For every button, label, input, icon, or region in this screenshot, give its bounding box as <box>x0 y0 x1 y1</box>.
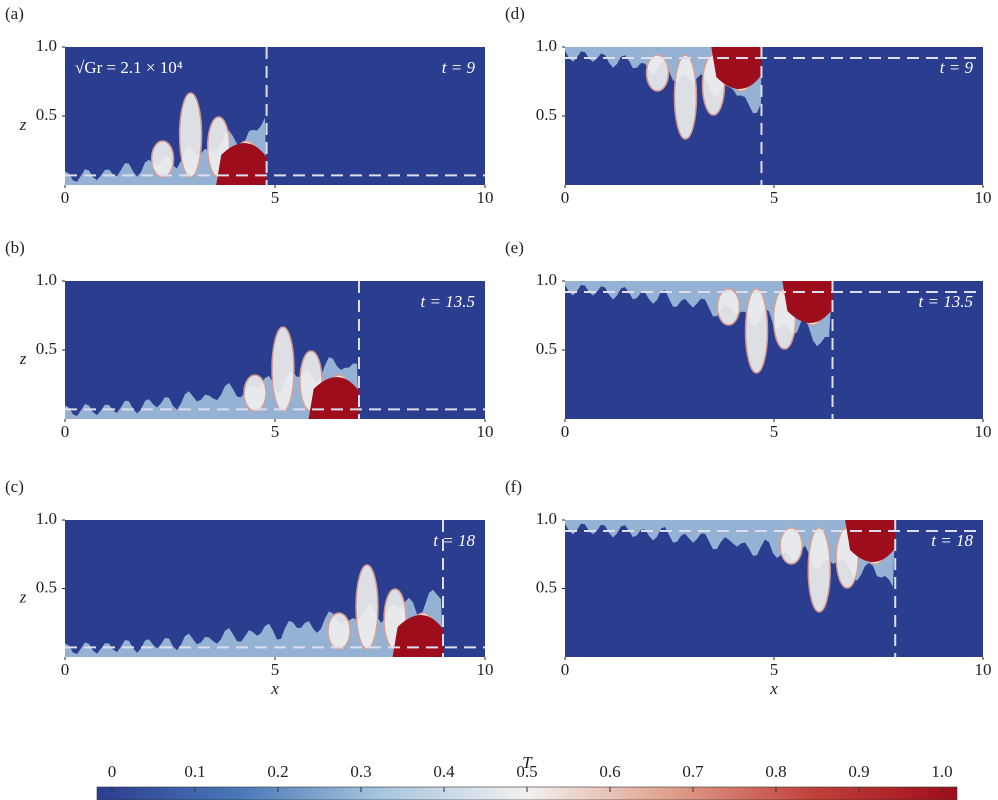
y-tick-label: 0.5 <box>36 577 57 596</box>
field-background <box>565 47 983 185</box>
panel-label: (a) <box>5 4 24 23</box>
colorbar-tick-label: 0.8 <box>765 762 786 781</box>
eddy <box>271 326 295 412</box>
panel-label: (e) <box>505 238 524 257</box>
field <box>565 47 762 140</box>
panel-label: (f) <box>505 477 522 496</box>
panel-label: (d) <box>505 4 525 23</box>
x-tick-label: 5 <box>271 188 280 207</box>
x-tick-label: 0 <box>561 660 570 679</box>
eddy <box>355 564 379 650</box>
colorbar-tick-label: 0.3 <box>350 762 371 781</box>
x-tick-label: 5 <box>770 422 779 441</box>
y-tick-label: 0.5 <box>536 577 557 596</box>
panel-label: (c) <box>5 477 24 496</box>
x-axis-label: x <box>769 679 778 698</box>
colorbar-tick-label: 0 <box>108 762 117 781</box>
eddy <box>327 612 351 650</box>
colorbar-tick-label: 1.0 <box>931 762 952 781</box>
panel-label: (b) <box>5 238 25 257</box>
y-tick-label: 0.5 <box>536 339 557 358</box>
y-tick-label: 1.0 <box>36 36 57 55</box>
time-label: t = 18 <box>433 531 475 550</box>
x-tick-label: 10 <box>477 188 494 207</box>
eddy <box>744 288 769 374</box>
y-tick-label: 0.5 <box>36 105 57 124</box>
eddy <box>779 527 803 565</box>
y-tick-label: 1.0 <box>536 36 557 55</box>
y-tick-label: 1.0 <box>536 270 557 289</box>
y-tick-label: 1.0 <box>536 509 557 528</box>
x-tick-label: 5 <box>271 422 280 441</box>
y-tick-label: 0.5 <box>36 339 57 358</box>
x-tick-label: 5 <box>770 660 779 679</box>
colorbar-tick-label: 0.1 <box>184 762 205 781</box>
x-tick-label: 0 <box>61 422 70 441</box>
eddy <box>178 92 203 178</box>
colorbar-tick-label: 0.9 <box>848 762 869 781</box>
eddy <box>716 288 741 326</box>
x-axis-label: x <box>270 679 279 698</box>
colorbar-tick-label: 0.6 <box>599 762 620 781</box>
field-background <box>65 47 485 185</box>
y-axis-label: z <box>19 115 27 134</box>
y-tick-label: 1.0 <box>36 509 57 528</box>
colorbar-tick-label: 0.2 <box>267 762 288 781</box>
y-tick-label: 1.0 <box>36 270 57 289</box>
eddy <box>150 140 175 178</box>
eddy <box>673 54 698 140</box>
x-tick-label: 0 <box>61 188 70 207</box>
x-tick-label: 0 <box>561 422 570 441</box>
eddy <box>243 374 267 412</box>
time-label: t = 13.5 <box>421 292 475 311</box>
y-tick-label: 0.5 <box>536 105 557 124</box>
colorbar-tick-label: 0.4 <box>433 762 455 781</box>
y-axis-label: z <box>19 587 27 606</box>
colorbar-label: T <box>522 753 533 772</box>
time-label: t = 9 <box>442 58 476 77</box>
x-tick-label: 10 <box>975 188 992 207</box>
eddy <box>645 54 670 92</box>
x-tick-label: 0 <box>61 660 70 679</box>
time-label: t = 18 <box>931 531 973 550</box>
time-label: t = 13.5 <box>919 292 973 311</box>
x-tick-label: 5 <box>770 188 779 207</box>
y-axis-label: z <box>19 349 27 368</box>
colorbar-tick-label: 0.5 <box>516 762 537 781</box>
annotation: √Gr = 2.1 × 10⁴ <box>75 58 183 77</box>
x-tick-label: 0 <box>561 188 570 207</box>
colorbar-tick-label: 0.7 <box>682 762 704 781</box>
x-tick-label: 10 <box>477 660 494 679</box>
eddy <box>807 527 831 613</box>
time-label: t = 9 <box>940 58 974 77</box>
field <box>565 520 896 613</box>
x-tick-label: 10 <box>975 660 992 679</box>
x-tick-label: 10 <box>477 422 494 441</box>
mixing-region <box>565 281 833 347</box>
x-tick-label: 10 <box>975 422 992 441</box>
x-tick-label: 5 <box>271 660 280 679</box>
field <box>65 564 443 657</box>
